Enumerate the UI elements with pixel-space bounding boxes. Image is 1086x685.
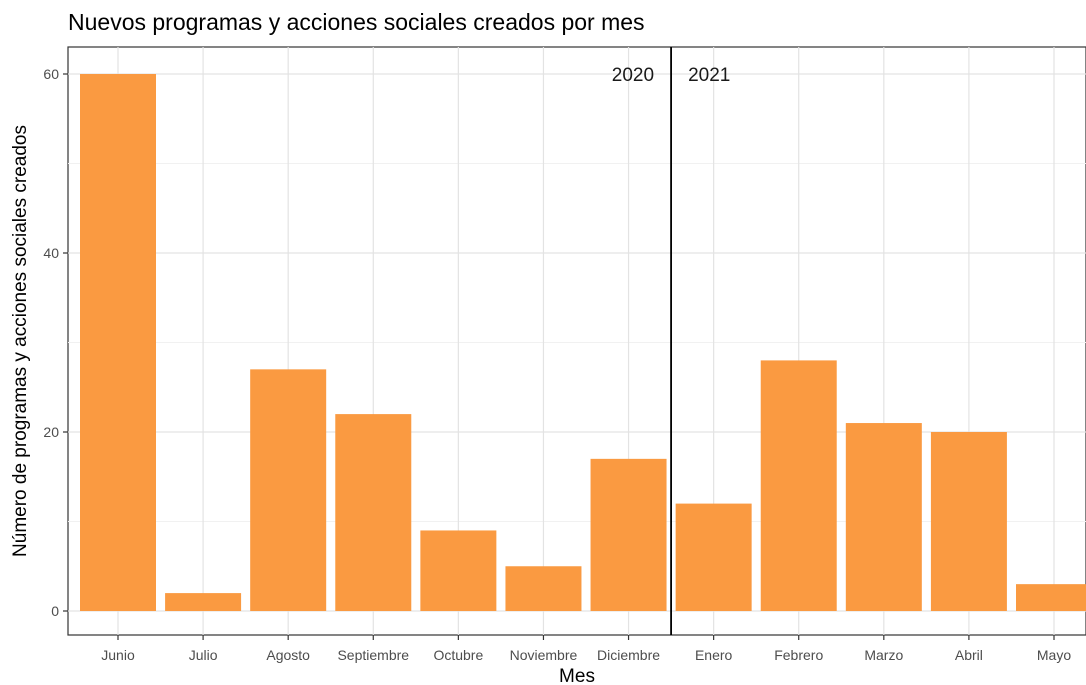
x-tick-label: Agosto	[266, 647, 310, 663]
x-tick-label: Abril	[955, 647, 983, 663]
x-tick-label: Marzo	[864, 647, 903, 663]
bars	[80, 74, 1086, 611]
bar-febrero	[760, 360, 837, 611]
bar-marzo	[845, 423, 922, 611]
year-annotation-2021: 2021	[688, 65, 730, 86]
x-tick-label: Diciembre	[597, 647, 660, 663]
annotations: 2020 2021	[612, 65, 731, 86]
x-tick-label: Junio	[101, 647, 135, 663]
x-tick-label: Mayo	[1037, 647, 1071, 663]
chart-title: Nuevos programas y acciones sociales cre…	[68, 9, 645, 35]
year-annotation-2020: 2020	[612, 65, 654, 86]
x-axis-title: Mes	[559, 666, 595, 685]
x-tick-label: Julio	[189, 647, 218, 663]
bar-octubre	[420, 530, 497, 611]
x-axis: Junio Julio Agosto Septiembre Octubre Noviemb…	[101, 635, 1071, 663]
bar-junio	[80, 74, 156, 611]
y-tick-label: 40	[43, 245, 59, 261]
x-tick-label: Octubre	[433, 647, 483, 663]
x-tick-label: Septiembre	[337, 647, 409, 663]
bar-noviembre	[505, 566, 582, 611]
bar-agosto	[250, 369, 327, 611]
y-tick-label: 60	[43, 66, 59, 82]
x-tick-label: Noviembre	[510, 647, 578, 663]
x-tick-label: Febrero	[774, 647, 823, 663]
y-axis: 0 20 40 60	[43, 66, 68, 619]
bar-julio	[165, 593, 242, 611]
y-axis-title: Número de programas y acciones sociales …	[10, 125, 31, 557]
bar-septiembre	[335, 414, 412, 611]
bar-diciembre	[590, 458, 667, 611]
bar-enero	[675, 503, 752, 611]
bar-mayo	[1016, 584, 1086, 611]
x-tick-label: Enero	[695, 647, 733, 663]
bar-abril	[930, 432, 1007, 611]
y-tick-label: 20	[43, 424, 59, 440]
y-tick-label: 0	[51, 603, 59, 619]
